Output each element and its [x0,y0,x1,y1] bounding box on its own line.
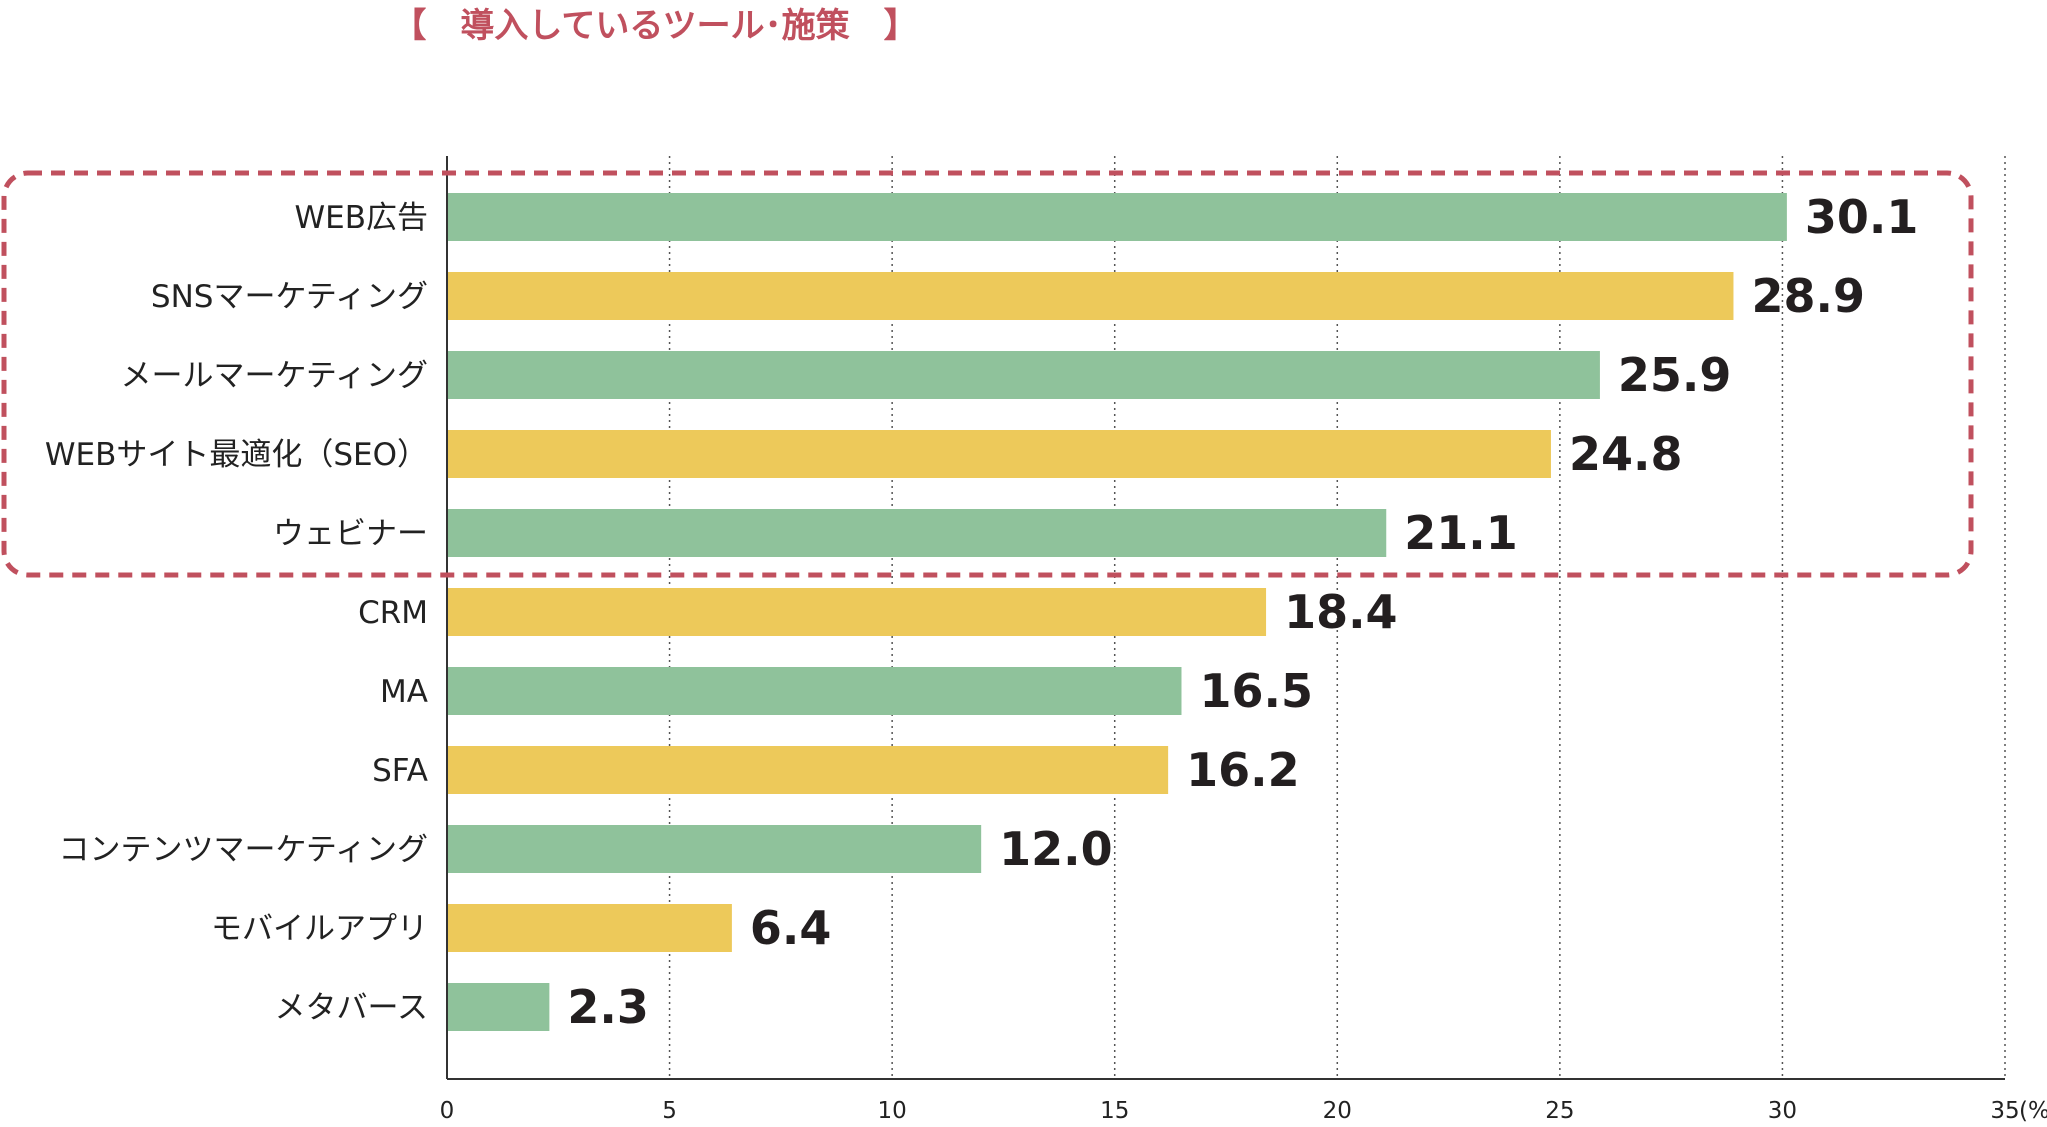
value-label: 16.2 [1186,743,1300,797]
x-tick-label: 10 [878,1098,907,1124]
category-label: MA [380,674,428,710]
bar [447,193,1787,241]
bar [447,746,1169,794]
value-labels: 30.1 28.9 25.9 24.8 21.118.4 16.5 16.2 12.0 6.4 2… [567,190,1918,1034]
x-unit-label: (%) [2019,1098,2047,1124]
x-tick-label: 25 [1545,1098,1574,1124]
bar [447,667,1182,715]
category-label: WEB広告 [294,200,428,236]
bar [447,272,1734,320]
value-label: 2.3 [567,980,649,1034]
category-label: モバイルアプリ [211,911,428,947]
x-tick-label: 20 [1323,1098,1352,1124]
bar [447,588,1267,636]
category-label: CRM [358,595,428,631]
bar [447,509,1387,557]
category-label: SNSマーケティング [151,279,428,315]
bar [447,351,1600,399]
category-label: WEBサイト最適化（SEO） [45,437,428,473]
axes: 0 5 10 15 20 25 30 35(%) [440,156,2047,1124]
value-label: 25.9 [1618,348,1732,402]
bar [447,430,1551,478]
value-label: 18.4 [1284,585,1398,639]
value-label: 16.5 [1199,664,1313,718]
category-label: メールマーケティング [120,358,428,394]
value-label: 6.4 [750,901,832,955]
category-label: ウェビナー [273,516,428,552]
x-tick-label: 15 [1100,1098,1129,1124]
bars [447,193,1787,1031]
x-tick-label: 30 [1768,1098,1797,1124]
bar [447,904,732,952]
x-tick-label: 0 [440,1098,455,1124]
bar [447,983,550,1031]
category-label: SFA [372,753,428,789]
bar [447,825,982,873]
value-label: 28.9 [1751,269,1865,323]
x-tick-label: 5 [662,1098,677,1124]
chart-title: 【 導入しているツール･施策 】 [392,6,918,46]
value-label: 30.1 [1805,190,1919,244]
value-label: 21.1 [1404,506,1518,560]
value-label: 12.0 [999,822,1112,876]
category-label: コンテンツマーケティング [58,832,428,868]
x-tick-label: 35 [1990,1098,2019,1124]
value-label: 24.8 [1569,427,1683,481]
category-label: メタバース [275,990,428,1026]
